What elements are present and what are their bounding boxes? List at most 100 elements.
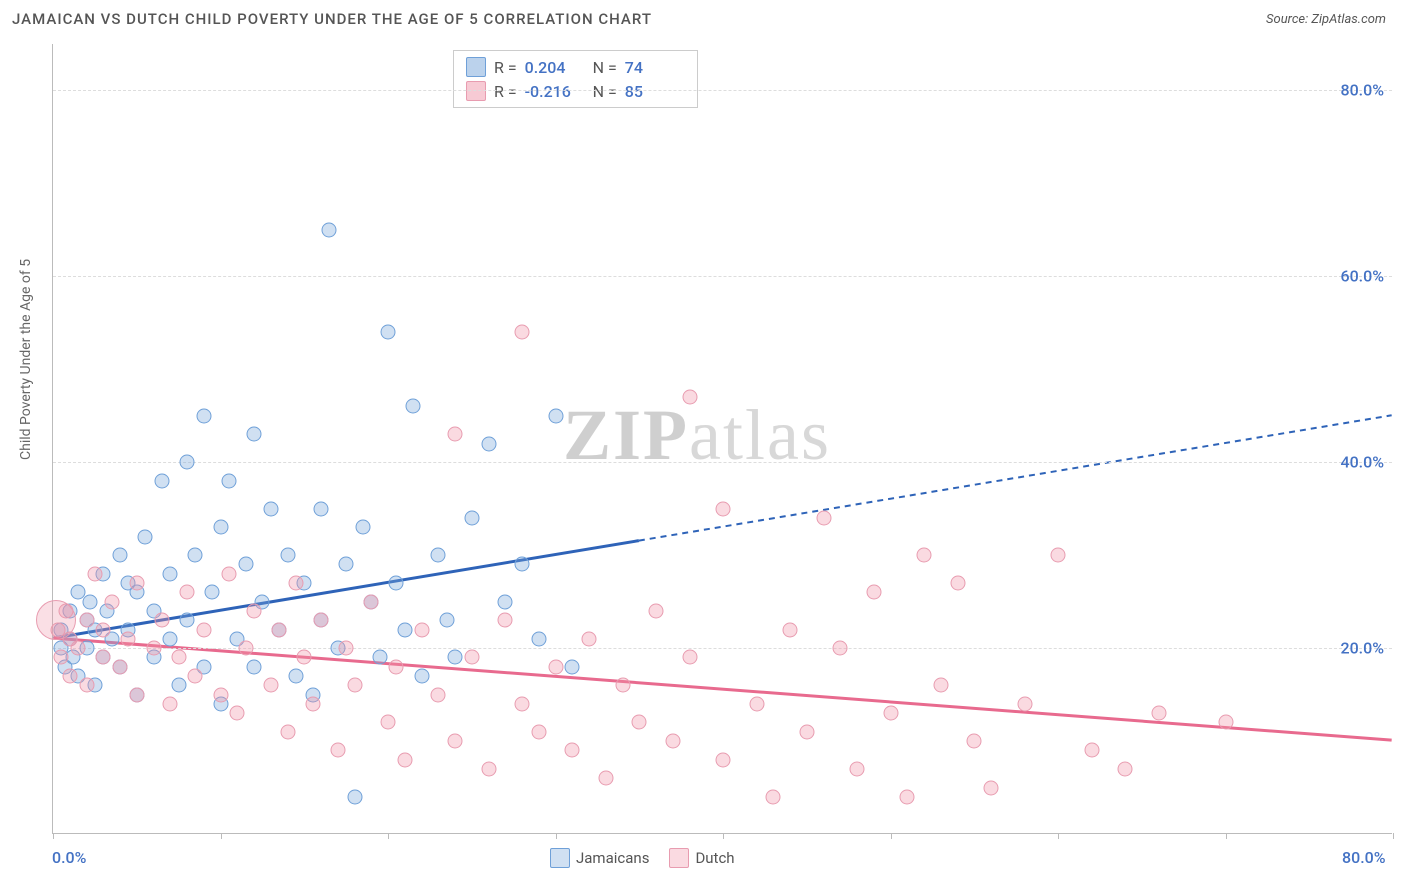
legend-item: Dutch [669, 848, 734, 868]
stat-box: R = 0.204N = 74R = -0.216N = 85 [453, 50, 698, 108]
scatter-marker [414, 669, 429, 684]
scatter-marker [498, 613, 513, 628]
scatter-marker [347, 678, 362, 693]
scatter-marker [238, 641, 253, 656]
scatter-marker [448, 427, 463, 442]
scatter-marker [154, 613, 169, 628]
scatter-marker [950, 576, 965, 591]
scatter-marker [221, 473, 236, 488]
scatter-marker [288, 576, 303, 591]
scatter-marker [766, 789, 781, 804]
legend-swatch [669, 848, 689, 868]
scatter-marker [247, 603, 262, 618]
scatter-marker [933, 678, 948, 693]
x-tick-mark [388, 833, 389, 839]
scatter-marker [272, 622, 287, 637]
scatter-marker [305, 696, 320, 711]
scatter-marker [129, 576, 144, 591]
scatter-marker [565, 743, 580, 758]
stat-r-value: 0.204 [525, 58, 585, 77]
scatter-marker [263, 501, 278, 516]
scatter-marker [288, 669, 303, 684]
scatter-marker [439, 613, 454, 628]
scatter-marker [749, 696, 764, 711]
x-tick-mark [891, 833, 892, 839]
scatter-marker [188, 548, 203, 563]
scatter-marker [339, 557, 354, 572]
scatter-marker [314, 501, 329, 516]
scatter-marker [548, 659, 563, 674]
scatter-marker [171, 678, 186, 693]
scatter-marker [431, 548, 446, 563]
scatter-marker [381, 325, 396, 340]
x-tick-mark [53, 833, 54, 839]
scatter-marker [984, 780, 999, 795]
scatter-marker [163, 631, 178, 646]
scatter-marker [163, 696, 178, 711]
stat-swatch [466, 57, 486, 77]
scatter-marker [866, 585, 881, 600]
scatter-marker [883, 706, 898, 721]
scatter-marker [146, 641, 161, 656]
scatter-marker [221, 566, 236, 581]
scatter-marker [113, 659, 128, 674]
scatter-marker [163, 566, 178, 581]
scatter-marker [464, 650, 479, 665]
scatter-marker [448, 734, 463, 749]
scatter-marker [82, 594, 97, 609]
scatter-marker [582, 631, 597, 646]
scatter-marker [62, 669, 77, 684]
scatter-marker [389, 576, 404, 591]
scatter-marker [372, 650, 387, 665]
scatter-marker [1051, 548, 1066, 563]
scatter-marker [339, 641, 354, 656]
stat-r-label: R = [494, 58, 517, 77]
y-tick-label: 80.0% [1340, 81, 1384, 100]
x-tick-mark [723, 833, 724, 839]
scatter-marker [397, 622, 412, 637]
scatter-marker [171, 650, 186, 665]
scatter-marker [448, 650, 463, 665]
legend: Jamaicans Dutch [550, 848, 735, 868]
scatter-marker [1118, 761, 1133, 776]
x-tick-mark [1226, 833, 1227, 839]
scatter-marker [188, 669, 203, 684]
scatter-marker [330, 743, 345, 758]
gridline [53, 276, 1392, 277]
y-tick-label: 60.0% [1340, 267, 1384, 286]
x-tick-mark [1058, 833, 1059, 839]
scatter-marker [598, 771, 613, 786]
trend-line-dashed [639, 415, 1392, 540]
scatter-marker [531, 724, 546, 739]
scatter-marker [481, 761, 496, 776]
scatter-marker [481, 436, 496, 451]
scatter-marker [649, 603, 664, 618]
scatter-marker [381, 715, 396, 730]
scatter-marker [180, 613, 195, 628]
scatter-marker [565, 659, 580, 674]
x-tick-label: 0.0% [52, 848, 86, 867]
scatter-marker [79, 613, 94, 628]
scatter-marker [213, 520, 228, 535]
stat-n-value: 74 [625, 58, 685, 77]
stat-row: R = 0.204N = 74 [462, 55, 689, 79]
scatter-marker [104, 594, 119, 609]
legend-label: Jamaicans [576, 849, 649, 867]
scatter-marker [515, 325, 530, 340]
y-axis-label: Child Poverty Under the Age of 5 [18, 259, 34, 460]
scatter-marker [414, 622, 429, 637]
scatter-marker [1218, 715, 1233, 730]
scatter-marker [397, 752, 412, 767]
scatter-marker [129, 687, 144, 702]
scatter-marker [247, 659, 262, 674]
scatter-marker [900, 789, 915, 804]
plot-area: ZIPatlas R = 0.204N = 74R = -0.216N = 85… [52, 44, 1392, 834]
chart-title: JAMAICAN VS DUTCH CHILD POVERTY UNDER TH… [12, 10, 652, 28]
scatter-marker [1017, 696, 1032, 711]
scatter-marker [247, 427, 262, 442]
scatter-marker [850, 761, 865, 776]
scatter-marker [917, 548, 932, 563]
scatter-marker [632, 715, 647, 730]
scatter-marker [682, 650, 697, 665]
scatter-marker [833, 641, 848, 656]
